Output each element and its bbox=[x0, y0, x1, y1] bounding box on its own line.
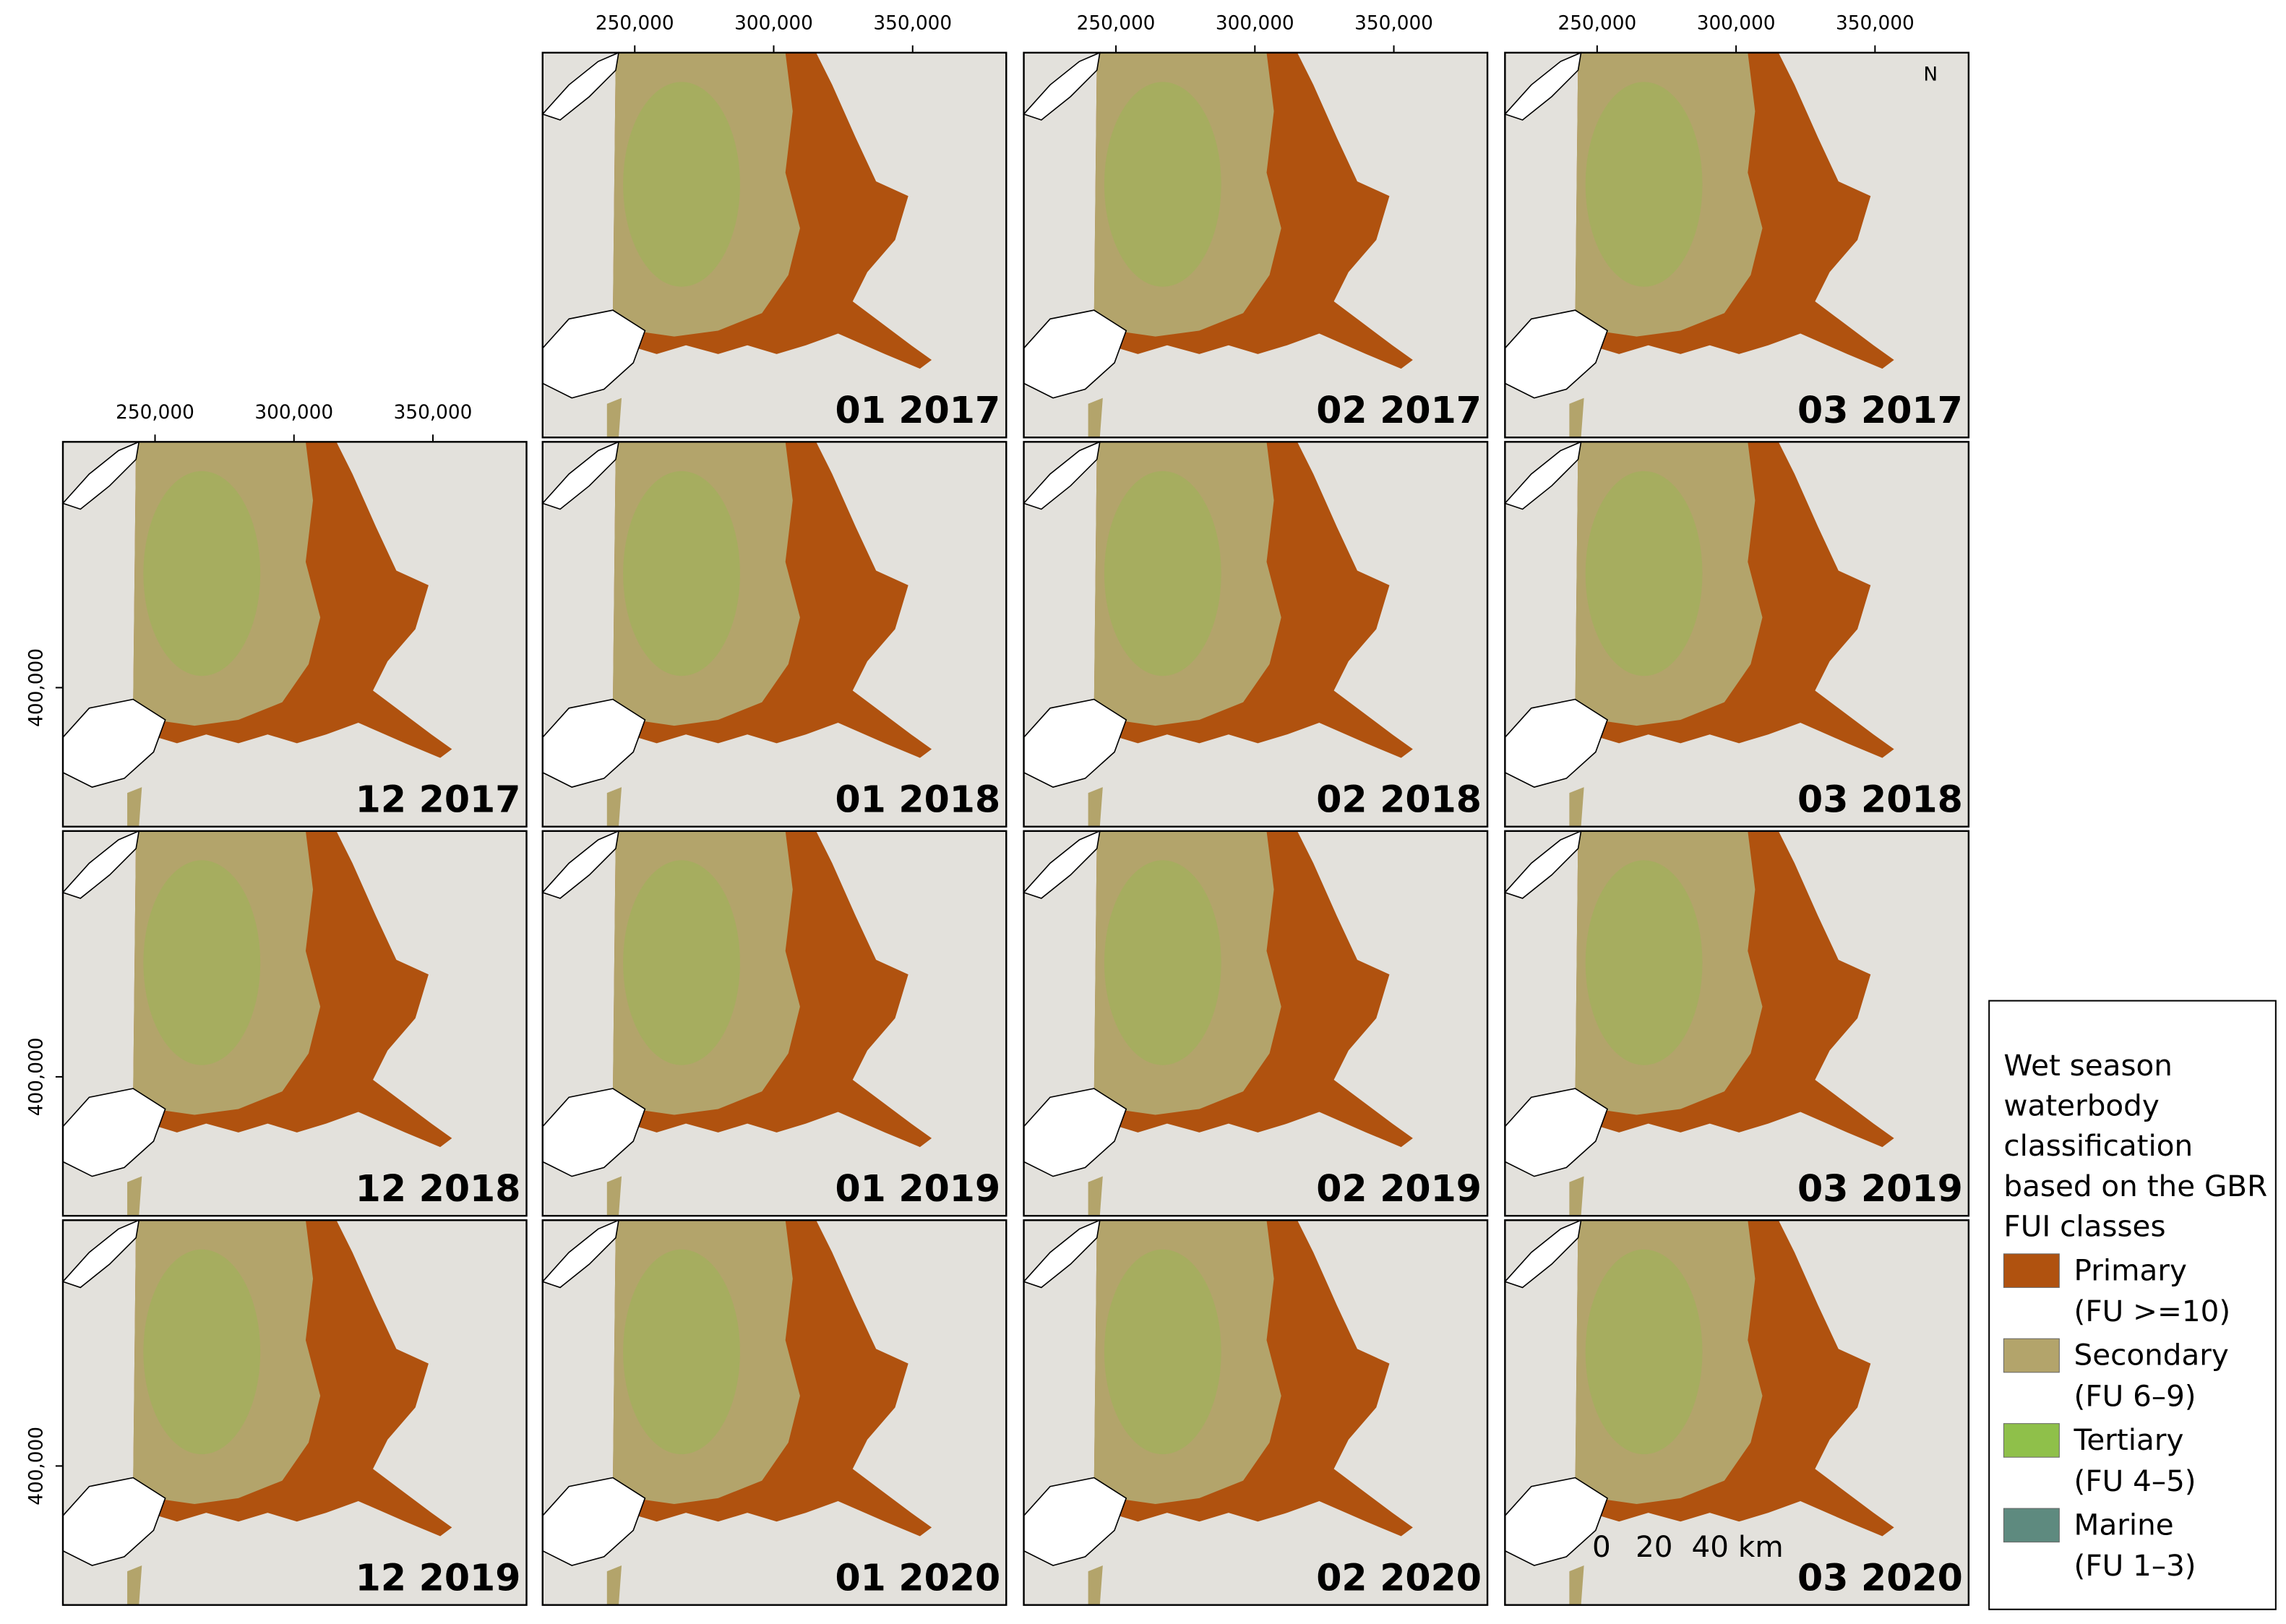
panel-label: 02 2017 bbox=[1316, 389, 1482, 431]
legend-box bbox=[1988, 1000, 2277, 1610]
panel-label: 01 2020 bbox=[835, 1556, 1000, 1599]
panel-label: 03 2020 bbox=[1797, 1556, 1963, 1599]
scale-label: 0 bbox=[1592, 1529, 1611, 1564]
panel-label: 12 2018 bbox=[356, 1167, 521, 1210]
panel-frame bbox=[541, 441, 1007, 828]
north-label: N bbox=[1923, 64, 1938, 85]
x-tick-label: 350,000 bbox=[1354, 12, 1433, 34]
panel-label: 01 2019 bbox=[835, 1167, 1000, 1210]
panel-frame bbox=[541, 830, 1007, 1217]
panel-label: 02 2020 bbox=[1316, 1556, 1482, 1599]
panel-frame bbox=[1023, 441, 1489, 828]
y-tick-label: 400,000 bbox=[26, 648, 48, 727]
y-tick-label: 400,000 bbox=[26, 1427, 48, 1505]
map-panel bbox=[1023, 1219, 1489, 1606]
map-panel bbox=[541, 1219, 1007, 1606]
legend-title: FUI classes bbox=[2003, 1209, 2165, 1244]
legend-swatch bbox=[2003, 1423, 2060, 1458]
panel-label: 02 2019 bbox=[1316, 1167, 1482, 1210]
legend-name: Primary bbox=[2074, 1253, 2187, 1287]
panel-frame bbox=[1504, 441, 1970, 828]
legend-swatch bbox=[2003, 1508, 2060, 1543]
panel-frame bbox=[541, 1219, 1007, 1606]
x-tick-label: 250,000 bbox=[116, 402, 194, 424]
x-tick-label: 350,000 bbox=[1836, 12, 1915, 34]
legend-range: (FU 6–9) bbox=[2074, 1378, 2196, 1413]
x-tick-label: 350,000 bbox=[873, 12, 952, 34]
panel-frame bbox=[61, 1219, 528, 1606]
y-tick-label: 400,000 bbox=[26, 1038, 48, 1117]
x-tick-label: 300,000 bbox=[1697, 12, 1776, 34]
panel-frame bbox=[61, 830, 528, 1217]
legend-range: (FU 4–5) bbox=[2074, 1464, 2196, 1498]
legend-range: (FU >=10) bbox=[2074, 1294, 2231, 1328]
legend-title: based on the GBR bbox=[2003, 1169, 2267, 1203]
map-panel bbox=[541, 51, 1007, 439]
map-panel bbox=[62, 1219, 528, 1606]
legend-swatch bbox=[2003, 1338, 2060, 1373]
legend-swatch bbox=[2003, 1253, 2060, 1288]
x-tick-label: 300,000 bbox=[1216, 12, 1294, 34]
panel-frame bbox=[1023, 1219, 1489, 1606]
panel-frame bbox=[1504, 1219, 1970, 1606]
legend-name: Marine bbox=[2074, 1508, 2174, 1542]
x-tick-label: 250,000 bbox=[596, 12, 674, 34]
map-panel bbox=[62, 830, 528, 1217]
legend-title: waterbody bbox=[2003, 1088, 2159, 1123]
x-tick-label: 250,000 bbox=[1077, 12, 1156, 34]
map-panel bbox=[1504, 441, 1969, 828]
legend-name: Tertiary bbox=[2074, 1422, 2184, 1457]
legend-range: (FU 1–3) bbox=[2074, 1548, 2196, 1583]
panel-frame bbox=[1023, 830, 1489, 1217]
map-panel bbox=[541, 830, 1007, 1217]
panel-label: 02 2018 bbox=[1316, 778, 1482, 820]
scale-label: 20 bbox=[1636, 1529, 1672, 1564]
panel-label: 01 2017 bbox=[835, 389, 1000, 431]
legend-title: classification bbox=[2003, 1128, 2193, 1163]
x-tick-label: 300,000 bbox=[734, 12, 813, 34]
map-panel bbox=[62, 441, 528, 828]
legend-name: Secondary bbox=[2074, 1338, 2229, 1372]
panel-label: 03 2017 bbox=[1797, 389, 1963, 431]
x-tick-label: 250,000 bbox=[1557, 12, 1636, 34]
scale-label: 40 km bbox=[1692, 1529, 1784, 1564]
legend-title: Wet season bbox=[2003, 1048, 2173, 1083]
map-panel bbox=[1023, 51, 1489, 439]
panel-label: 03 2019 bbox=[1797, 1167, 1963, 1210]
x-tick-label: 350,000 bbox=[394, 402, 473, 424]
map-panel bbox=[1504, 51, 1969, 439]
panel-label: 03 2018 bbox=[1797, 778, 1963, 820]
map-panel bbox=[1023, 830, 1489, 1217]
map-panel bbox=[541, 441, 1007, 828]
panel-label: 01 2018 bbox=[835, 778, 1000, 820]
map-panel bbox=[1504, 830, 1969, 1217]
panel-frame bbox=[1504, 830, 1970, 1217]
map-panel bbox=[1023, 441, 1489, 828]
panel-label: 12 2017 bbox=[356, 778, 521, 820]
panel-label: 12 2019 bbox=[356, 1556, 521, 1599]
x-tick-label: 300,000 bbox=[254, 402, 333, 424]
